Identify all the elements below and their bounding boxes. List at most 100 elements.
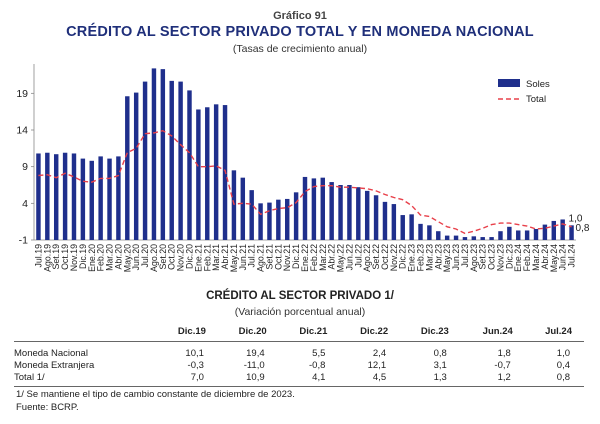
- x-tick-label: Dic.23: [504, 244, 514, 269]
- bar: [382, 201, 388, 240]
- bar: [391, 204, 397, 240]
- x-tick-label: Feb.20: [96, 244, 106, 271]
- table-row: Moneda Extranjera -0,3 -11,0 -0,8 12,1 3…: [14, 360, 584, 372]
- bar: [133, 92, 139, 240]
- x-tick-label: Set.19: [51, 244, 61, 270]
- table-cell: 0,4: [556, 360, 570, 371]
- table-cell: Moneda Nacional: [14, 348, 88, 359]
- bar: [400, 215, 405, 240]
- y-tick-label: 14: [16, 125, 28, 137]
- bar: [507, 226, 512, 240]
- x-tick-label: Mar.20: [105, 244, 115, 271]
- data-label: 1,0: [569, 213, 583, 224]
- table-row: Total 1/ 7,0 10,9 4,1 4,5 1,3 1,2 0,8: [14, 372, 584, 387]
- bar: [45, 152, 50, 240]
- bar: [551, 220, 557, 240]
- bar: [302, 176, 308, 240]
- bar: [569, 225, 574, 240]
- x-tick-label: Abr.23: [433, 244, 443, 270]
- x-tick-label: Ago.23: [469, 244, 479, 272]
- x-tick-label: Ene.22: [300, 244, 310, 272]
- bar: [151, 68, 157, 241]
- bar: [533, 229, 539, 240]
- table-cell: 1,2: [460, 372, 525, 387]
- x-tick-label: Jul.20: [140, 244, 150, 268]
- bar: [427, 225, 432, 240]
- x-tick-label: Jul.23: [460, 244, 470, 268]
- bar: [364, 190, 370, 240]
- bar: [338, 185, 343, 240]
- bar: [453, 235, 459, 240]
- table-cell: 10,9: [217, 372, 279, 387]
- bar: [178, 81, 183, 240]
- table-cell: 0,8: [433, 348, 447, 359]
- x-tick-label: Mar.22: [318, 244, 328, 271]
- x-tick-label: Ene.21: [193, 244, 203, 272]
- footnote: 1/ Se mantiene el tipo de cambio constan…: [16, 389, 295, 400]
- x-tick-label: Jun.20: [131, 244, 141, 271]
- bar: [89, 160, 94, 240]
- x-tick-label: Abr.20: [113, 244, 123, 270]
- x-tick-label: Ene.20: [87, 244, 97, 272]
- x-tick-label: Jul.19: [33, 244, 43, 268]
- table-header-cell: Jul.24: [524, 322, 584, 342]
- x-tick-label: Oct.22: [380, 244, 390, 270]
- table-cell: 1,8: [497, 348, 511, 359]
- end-annotations: 1,00,8: [569, 213, 590, 233]
- bar: [249, 190, 254, 240]
- x-tick-label: Nov.20: [176, 244, 186, 271]
- x-tick-label: Set.23: [478, 244, 488, 270]
- bar: [116, 156, 121, 240]
- table-cell: 3,1: [433, 360, 447, 371]
- bar: [516, 230, 521, 240]
- x-tick-label: Oct.20: [167, 244, 177, 270]
- table-subtitle: (Variación porcentual anual): [234, 306, 366, 318]
- x-tick-label: Ago.22: [362, 244, 372, 272]
- legend-swatch-soles: [498, 79, 520, 87]
- data-table: Dic.19 Dic.20 Dic.21 Dic.22 Dic.23 Jun.2…: [14, 322, 584, 387]
- x-tick-label: Set.22: [371, 244, 381, 270]
- table-cell: 2,4: [372, 348, 387, 359]
- x-tick-label: Jun.22: [344, 244, 354, 271]
- table-cell: Moneda Extranjera: [14, 360, 95, 371]
- bar: [436, 231, 441, 240]
- table-cell: -11,0: [243, 360, 265, 371]
- table-cell: 0,8: [524, 372, 584, 387]
- bar: [258, 203, 263, 240]
- x-tick-label: Oct.19: [60, 244, 70, 270]
- x-tick-label: May.24: [549, 244, 559, 272]
- source-note: Fuente: BCRP.: [16, 402, 79, 413]
- x-tick-label: May.22: [336, 244, 346, 272]
- x-tick-label: Mar.21: [211, 244, 221, 271]
- table-cell: -0,8: [309, 360, 326, 371]
- bar: [125, 96, 130, 240]
- legend: Soles Total: [498, 79, 550, 105]
- x-tick-label: Dic.21: [291, 244, 301, 269]
- x-tick-label: Feb.21: [202, 244, 212, 271]
- bar: [480, 237, 485, 240]
- bar: [71, 153, 77, 240]
- table-cell: 4,1: [278, 372, 340, 387]
- x-tick-label: Jul.21: [247, 244, 257, 268]
- legend-label: Total: [526, 94, 546, 105]
- bar: [213, 104, 219, 240]
- x-tick-label: Ago.20: [149, 244, 159, 272]
- bar: [409, 214, 414, 240]
- table-cell: 1,3: [400, 372, 461, 387]
- bar: [560, 219, 565, 240]
- table-header-row: Dic.19 Dic.20 Dic.21 Dic.22 Dic.23 Jun.2…: [14, 322, 584, 342]
- x-tick-label: Ene.23: [407, 244, 417, 272]
- x-tick-label: Oct.21: [273, 244, 283, 270]
- bar: [267, 202, 272, 240]
- bar: [329, 182, 334, 240]
- x-tick-label: Mar.23: [424, 244, 434, 271]
- bar: [98, 156, 103, 240]
- table-cell: -0,3: [187, 360, 204, 371]
- x-tick-label: Jul.24: [567, 244, 577, 268]
- x-axis-labels: Jul.19Ago.19Set.19Oct.19Nov.19Dic.19Ene.…: [33, 244, 576, 272]
- y-tick-label: 19: [16, 88, 28, 100]
- table-header-cell: [14, 322, 158, 342]
- bar: [107, 158, 112, 240]
- bar: [498, 231, 503, 240]
